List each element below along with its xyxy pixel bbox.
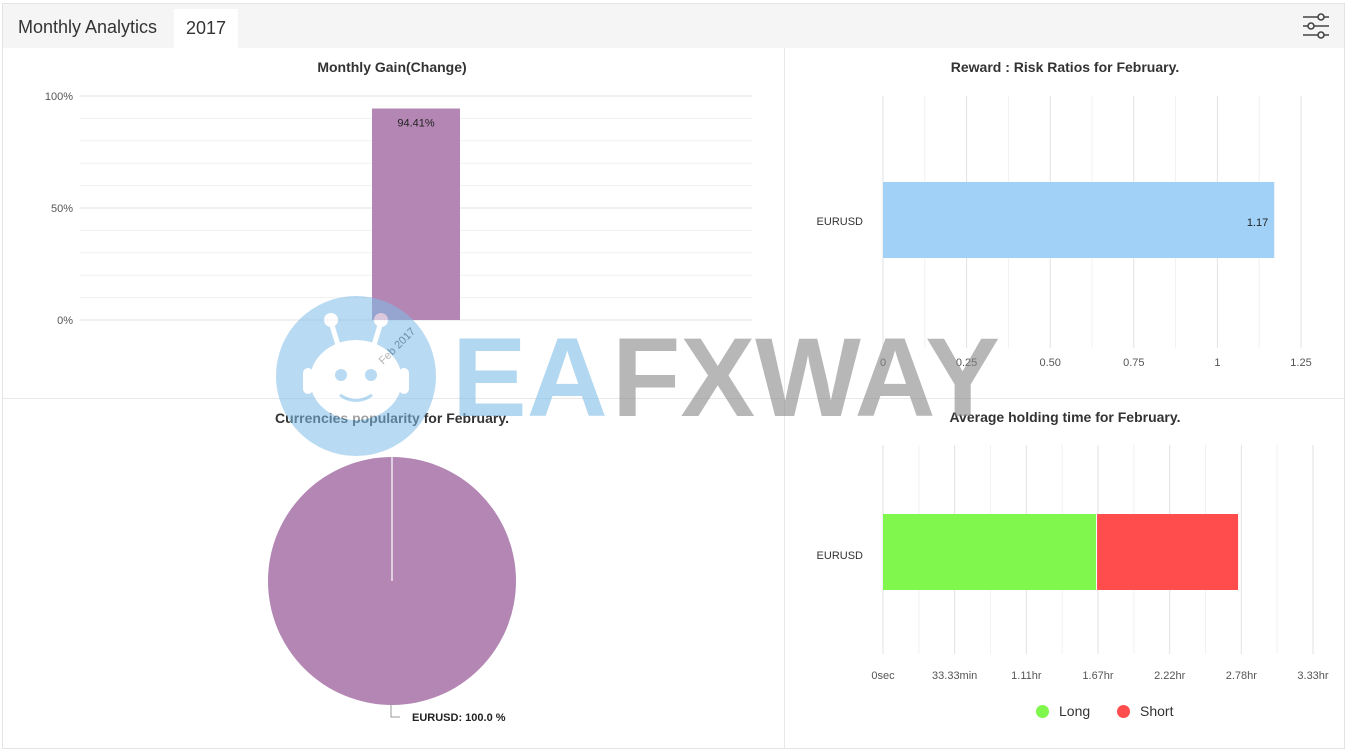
legend-label-short: Short: [1140, 703, 1174, 719]
tab-year[interactable]: 2017: [174, 9, 238, 48]
x-tick-label: 0: [880, 357, 886, 369]
pie-data-label: EURUSD: 100.0 %: [412, 712, 506, 724]
chart-title-monthly-gain: Monthly Gain(Change): [317, 59, 467, 75]
data-label-gain: 94.41%: [397, 118, 435, 130]
sliders-icon[interactable]: [1300, 11, 1332, 41]
data-label-ratio: 1.17: [1247, 217, 1268, 229]
x-tick-label: 1.11hr: [1011, 670, 1042, 682]
x-tick-label: 1.25: [1290, 357, 1311, 369]
legend-swatch-long: [1036, 704, 1049, 718]
x-tick-label: 3.33hr: [1297, 670, 1329, 682]
x-tick-label: 0.50: [1039, 357, 1060, 369]
legend-label-long: Long: [1059, 703, 1091, 719]
y-tick-label-eurusd: EURUSD: [817, 216, 864, 228]
y-tick-label-eurusd-hold: EURUSD: [817, 550, 864, 562]
bar-segment-short[interactable]: [1097, 514, 1239, 590]
legend-long[interactable]: Long: [1036, 703, 1090, 719]
page-title: Monthly Analytics: [18, 17, 158, 37]
x-tick-label-feb-2017: Feb 2017: [377, 326, 418, 367]
holding-time-chart: 0sec 33.33min 1.11hr 1.67hr 2.22hr 2.78hr 3.33…: [817, 445, 1329, 682]
pie-leader-line: [390, 705, 400, 718]
x-tick-label: 2.22hr: [1154, 670, 1186, 682]
y-tick-label: 0%: [57, 315, 73, 327]
bar-eurusd-ratio[interactable]: [883, 182, 1275, 258]
x-tick-label: 33.33min: [932, 670, 977, 682]
legend-short[interactable]: Short: [1117, 703, 1173, 719]
y-tick-label: 50%: [51, 203, 73, 215]
row-divider: [3, 398, 1344, 399]
legend-swatch-short: [1117, 704, 1130, 718]
x-tick-label: 0sec: [871, 670, 895, 682]
currencies-pie-chart: EURUSD: 100.0 %: [268, 457, 516, 724]
x-tick-label: 0.75: [1123, 357, 1144, 369]
reward-risk-chart: 0 0.25 0.50 0.75 1 1.25 EURUSD 1.17: [817, 96, 1312, 369]
analytics-panel: [2, 3, 1345, 749]
x-tick-label: 2.78hr: [1226, 670, 1258, 682]
chart-title-holding-time: Average holding time for February.: [949, 409, 1181, 425]
chart-title-reward-risk: Reward : Risk Ratios for February.: [950, 59, 1180, 75]
x-tick-label: 1.67hr: [1082, 670, 1114, 682]
x-tick-label: 1: [1214, 357, 1220, 369]
x-tick-label: 0.25: [956, 357, 977, 369]
y-tick-label: 100%: [45, 91, 73, 103]
monthly-gain-chart: 0% 50% 100% 94.41% Feb 2017: [45, 91, 752, 367]
bar-segment-long[interactable]: [883, 514, 1097, 590]
bar-feb-2017[interactable]: [372, 108, 460, 320]
